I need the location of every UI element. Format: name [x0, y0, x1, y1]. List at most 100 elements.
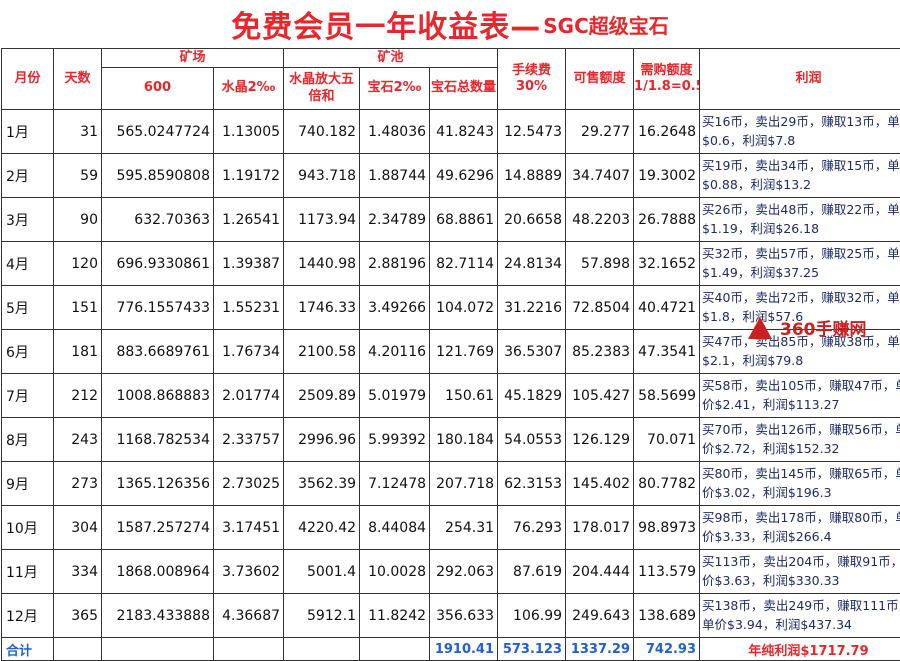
row-profit: 买26币，卖出48币，赚取22币，单价$1.19，利润$26.18	[700, 198, 900, 242]
row-month: 2月	[2, 154, 54, 198]
row-gem-total: 356.633	[430, 594, 498, 638]
row-days: 90	[54, 198, 102, 242]
row-month: 12月	[2, 594, 54, 638]
row-purchase: 26.7888	[634, 198, 700, 242]
row-gem-rate: 2.34789	[360, 198, 430, 242]
row-fee: 62.3153	[498, 462, 566, 506]
row-crystal-amp: 2509.89	[284, 374, 360, 418]
row-profit: 买138币，卖出249币，赚取111币，单价$3.94，利润$437.34	[700, 594, 900, 638]
row-purchase: 32.1652	[634, 242, 700, 286]
row-gem-total: 180.184	[430, 418, 498, 462]
row-fee: 45.1829	[498, 374, 566, 418]
totals-fee: 573.123	[498, 638, 566, 661]
row-profit: 买19币，卖出34币，赚取15币，单价$0.88，利润$13.2	[700, 154, 900, 198]
row-600: 883.6689761	[102, 330, 214, 374]
row-crystal-amp: 1440.98	[284, 242, 360, 286]
row-sellable: 34.7407	[566, 154, 634, 198]
row-purchase: 19.3002	[634, 154, 700, 198]
header-crystal-amp: 水晶放大五倍和	[284, 68, 360, 110]
totals-purchase: 742.93	[634, 638, 700, 661]
row-month: 7月	[2, 374, 54, 418]
row-fee: 12.5473	[498, 110, 566, 154]
row-crystal: 1.55231	[214, 286, 284, 330]
row-days: 273	[54, 462, 102, 506]
row-sellable: 48.2203	[566, 198, 634, 242]
row-days: 243	[54, 418, 102, 462]
row-days: 212	[54, 374, 102, 418]
row-600: 2183.433888	[102, 594, 214, 638]
row-gem-total: 68.8861	[430, 198, 498, 242]
row-sellable: 29.277	[566, 110, 634, 154]
row-purchase: 47.3541	[634, 330, 700, 374]
row-crystal-amp: 2100.58	[284, 330, 360, 374]
row-sellable: 85.2383	[566, 330, 634, 374]
row-600: 776.1557433	[102, 286, 214, 330]
header-pool-group: 矿池	[284, 49, 498, 68]
header-gem-total: 宝石总数量	[430, 68, 498, 110]
title-main: 免费会员一年收益表—	[231, 2, 541, 46]
row-gem-total: 41.8243	[430, 110, 498, 154]
row-sellable: 249.643	[566, 594, 634, 638]
sheet-title: 免费会员一年收益表—SGC超级宝石	[0, 0, 900, 48]
row-purchase: 70.071	[634, 418, 700, 462]
row-gem-rate: 7.12478	[360, 462, 430, 506]
row-crystal-amp: 4220.42	[284, 506, 360, 550]
row-fee: 14.8889	[498, 154, 566, 198]
row-sellable: 178.017	[566, 506, 634, 550]
row-sellable: 126.129	[566, 418, 634, 462]
row-600: 565.0247724	[102, 110, 214, 154]
row-crystal: 4.36687	[214, 594, 284, 638]
row-crystal: 2.73025	[214, 462, 284, 506]
row-crystal: 1.26541	[214, 198, 284, 242]
row-days: 365	[54, 594, 102, 638]
row-sellable: 145.402	[566, 462, 634, 506]
row-sellable: 105.427	[566, 374, 634, 418]
row-profit: 买32币，卖出57币，赚取25币，单价$1.49，利润$37.25	[700, 242, 900, 286]
row-600: 595.8590808	[102, 154, 214, 198]
row-crystal: 2.33757	[214, 418, 284, 462]
row-month: 9月	[2, 462, 54, 506]
row-fee: 76.293	[498, 506, 566, 550]
row-crystal-amp: 1173.94	[284, 198, 360, 242]
row-month: 3月	[2, 198, 54, 242]
row-crystal-amp: 5912.1	[284, 594, 360, 638]
row-fee: 31.2216	[498, 286, 566, 330]
row-600: 1168.782534	[102, 418, 214, 462]
row-600: 1868.008964	[102, 550, 214, 594]
row-gem-rate: 10.0028	[360, 550, 430, 594]
row-month: 1月	[2, 110, 54, 154]
row-profit: 买80币，卖出145币，赚取65币，单价$3.02，利润$196.3	[700, 462, 900, 506]
row-gem-total: 121.769	[430, 330, 498, 374]
row-gem-rate: 8.44084	[360, 506, 430, 550]
row-fee: 20.6658	[498, 198, 566, 242]
row-days: 59	[54, 154, 102, 198]
row-month: 11月	[2, 550, 54, 594]
row-crystal: 3.17451	[214, 506, 284, 550]
row-purchase: 16.2648	[634, 110, 700, 154]
row-gem-rate: 2.88196	[360, 242, 430, 286]
row-gem-total: 254.31	[430, 506, 498, 550]
row-gem-total: 207.718	[430, 462, 498, 506]
row-fee: 24.8134	[498, 242, 566, 286]
row-days: 120	[54, 242, 102, 286]
totals-row: 合计 1910.41 573.123 1337.29 742.93 年纯利润$1…	[2, 638, 900, 661]
header-fee: 手续费30%	[498, 49, 566, 110]
row-gem-rate: 3.49266	[360, 286, 430, 330]
watermark-text: 360手赚网	[780, 315, 867, 340]
row-gem-total: 150.61	[430, 374, 498, 418]
row-600: 1365.126356	[102, 462, 214, 506]
row-month: 10月	[2, 506, 54, 550]
row-crystal: 1.19172	[214, 154, 284, 198]
row-purchase: 98.8973	[634, 506, 700, 550]
row-gem-rate: 1.48036	[360, 110, 430, 154]
row-crystal: 3.73602	[214, 550, 284, 594]
row-days: 31	[54, 110, 102, 154]
